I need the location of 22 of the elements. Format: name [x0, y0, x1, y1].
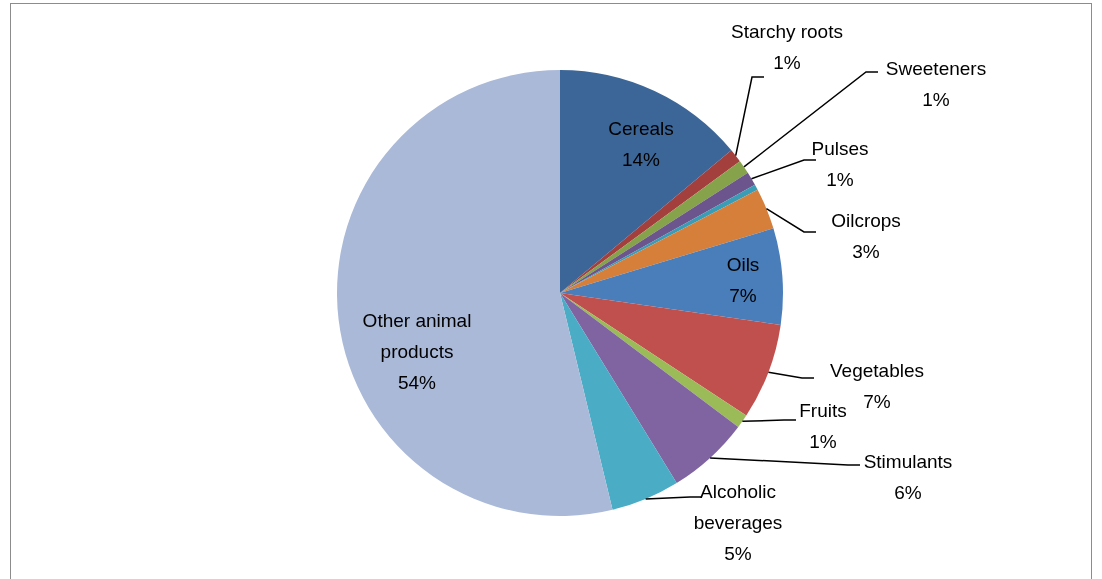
slice-label: Other animal products	[362, 310, 472, 363]
slice-label: Oilcrops	[831, 210, 901, 232]
data-label: 6%	[894, 482, 922, 504]
data-label: 54%	[397, 372, 437, 394]
data-label: 1%	[922, 89, 950, 111]
data-label: 1%	[773, 52, 801, 74]
slice-label: Oils	[726, 254, 760, 276]
slice-label: Starchy roots	[731, 21, 843, 43]
data-label: 14%	[621, 149, 661, 171]
data-label: 7%	[729, 285, 757, 307]
data-label: 1%	[809, 431, 837, 453]
slice-label: Stimulants	[863, 451, 953, 473]
data-label: 3%	[852, 241, 880, 263]
slice-label: Pulses	[811, 138, 869, 160]
slice-label: Sweeteners	[885, 58, 987, 80]
slice-label: Fruits	[799, 400, 847, 422]
data-label: 5%	[724, 543, 752, 565]
slice-label: Cereals	[608, 118, 674, 140]
slice-label: Vegetables	[829, 360, 925, 382]
data-label: 1%	[826, 169, 854, 191]
data-label: 7%	[863, 391, 891, 413]
slice-label: Alcoholic beverages	[693, 481, 783, 534]
